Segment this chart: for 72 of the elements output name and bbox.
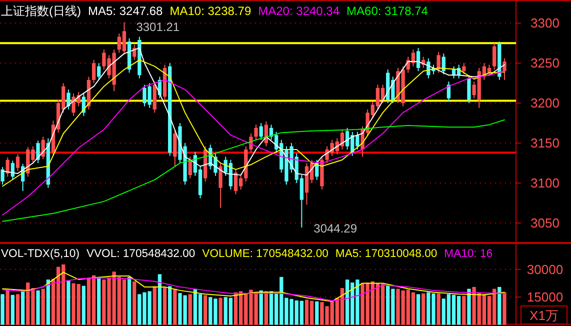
y-tick-label: 3050 <box>530 216 560 231</box>
text: VVOL: 170548432.00 <box>86 248 196 260</box>
y-tick-label: 3250 <box>530 56 560 71</box>
bar <box>162 286 167 325</box>
candlestick <box>416 47 420 72</box>
candlestick <box>259 122 263 140</box>
bar <box>422 293 426 325</box>
bar <box>46 280 50 325</box>
bar <box>16 294 20 325</box>
line-series <box>2 119 505 222</box>
annotation: 3044.29 <box>314 222 358 236</box>
bar <box>259 290 263 325</box>
bar <box>158 274 162 325</box>
candlestick <box>66 89 70 110</box>
y-tick-label: 3200 <box>530 96 560 111</box>
candlestick <box>0 166 4 186</box>
bar <box>41 288 45 325</box>
bar <box>188 294 192 325</box>
bar <box>264 291 268 325</box>
bar <box>218 298 222 325</box>
y-tick-label: 3100 <box>530 176 560 191</box>
bar <box>66 280 70 325</box>
bar <box>10 294 14 325</box>
text: MA60: 3178.74 <box>346 4 428 18</box>
y-tick-label: 3150 <box>530 136 560 151</box>
bar <box>97 276 101 325</box>
line-series <box>2 272 505 302</box>
candlestick <box>446 81 451 102</box>
bar <box>20 290 25 325</box>
candlestick <box>16 154 20 172</box>
bar <box>204 295 208 325</box>
candlestick <box>467 74 471 104</box>
bar <box>152 286 156 325</box>
bar <box>132 281 136 325</box>
candlestick <box>218 162 222 208</box>
text: MA10: 3238.79 <box>170 4 252 18</box>
y-tick-label: 30000 <box>526 262 564 277</box>
candlestick <box>492 42 496 70</box>
bar <box>462 296 466 325</box>
bar <box>467 288 471 325</box>
bar <box>502 292 506 325</box>
candlestick <box>502 58 506 80</box>
y-axis-title: X1万 <box>530 308 558 323</box>
line-series <box>2 277 505 302</box>
bar <box>36 290 40 325</box>
text: VOLUME: 170548432.00 <box>202 248 328 260</box>
candlestick <box>462 62 466 75</box>
bar <box>6 290 10 325</box>
text: MA5: 170310048.00 <box>335 248 438 260</box>
bar <box>168 286 172 325</box>
bar <box>82 286 86 325</box>
candlestick <box>173 130 177 167</box>
annotation: 3301.21 <box>136 20 180 34</box>
text: MA5: 3247.68 <box>88 4 164 18</box>
bar <box>498 286 502 325</box>
candlestick <box>97 62 101 80</box>
y-tick-label: 15000 <box>526 290 564 305</box>
candlestick <box>254 124 258 140</box>
bar <box>173 288 177 325</box>
bar <box>0 294 4 325</box>
chart-title: 上证指数(日线) <box>1 4 81 18</box>
bar <box>416 294 420 325</box>
bar <box>127 276 132 325</box>
chart-title: VOL-TDX(5,10) <box>1 248 80 260</box>
candlestick <box>436 51 440 74</box>
bar <box>436 293 440 325</box>
text: MA10: 16 <box>444 248 493 260</box>
y-tick-label: 3300 <box>530 16 560 31</box>
text: MA20: 3240.34 <box>258 4 340 18</box>
candlestick <box>92 59 96 84</box>
bar <box>315 301 319 325</box>
candlestick <box>36 140 40 164</box>
